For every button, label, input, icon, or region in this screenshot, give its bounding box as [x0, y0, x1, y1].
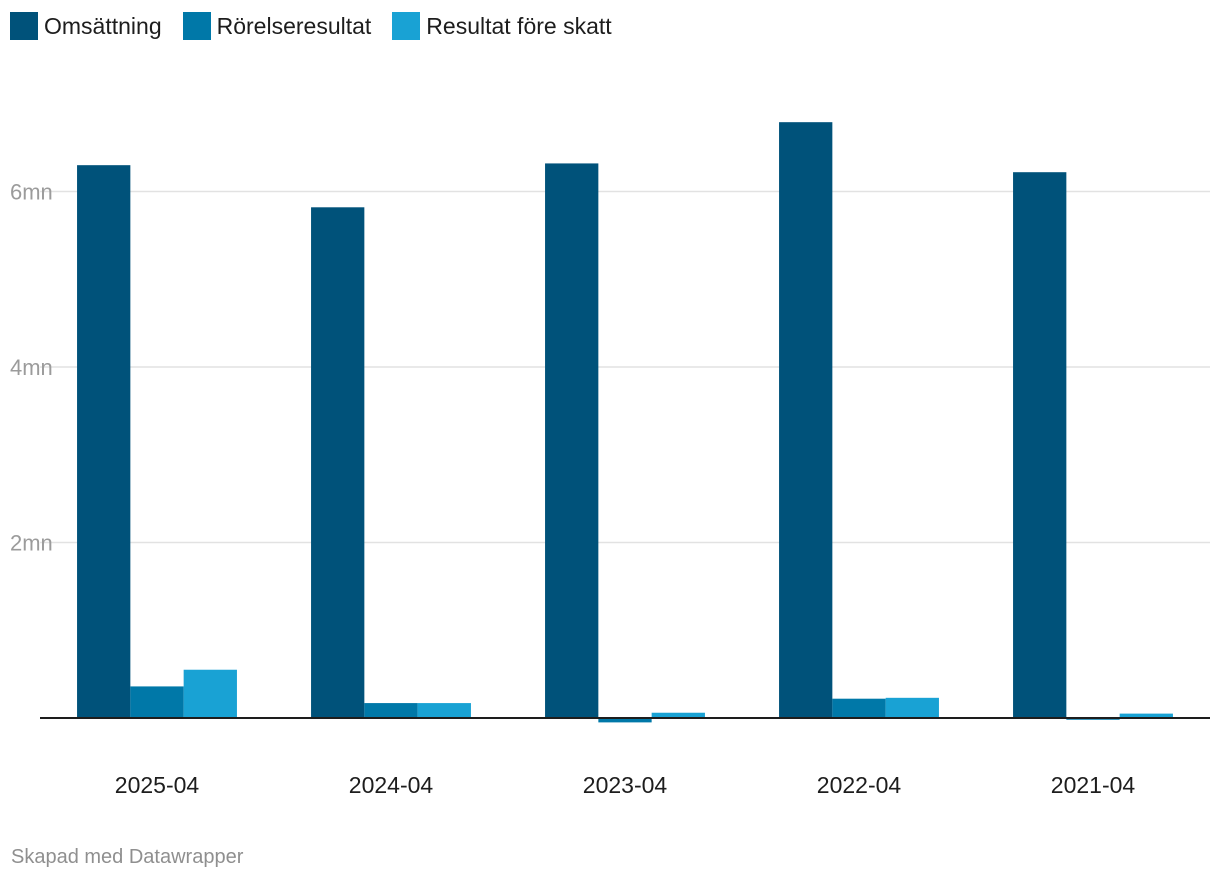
- bar: [545, 163, 599, 719]
- bar: [885, 697, 939, 718]
- bar: [364, 703, 418, 718]
- bar: [311, 207, 365, 719]
- legend-item-omsattning: Omsättning: [10, 12, 162, 40]
- bar: [832, 698, 886, 718]
- x-tick-label: 2022-04: [817, 772, 902, 798]
- y-tick-label: 2mn: [10, 531, 53, 556]
- legend-item-rorelseresultat: Rörelseresultat: [182, 12, 372, 40]
- x-tick-label: 2023-04: [583, 772, 668, 798]
- bar: [130, 686, 184, 718]
- x-tick-label: 2025-04: [115, 772, 200, 798]
- bar: [183, 669, 237, 718]
- chart-legend: Omsättning Rörelseresultat Resultat före…: [10, 12, 633, 40]
- legend-swatch: [182, 12, 211, 40]
- legend-swatch: [392, 12, 421, 40]
- bar: [779, 122, 833, 719]
- bar: [651, 712, 705, 718]
- bar: [598, 718, 652, 723]
- legend-item-resultat-fore-skatt: Resultat före skatt: [392, 12, 612, 40]
- bar: [1013, 172, 1067, 718]
- legend-label: Rörelseresultat: [216, 12, 372, 39]
- x-tick-label: 2021-04: [1051, 772, 1136, 798]
- x-tick-label: 2024-04: [349, 772, 434, 798]
- legend-swatch: [10, 12, 38, 40]
- bar: [1119, 713, 1173, 718]
- y-tick-label: 6mn: [10, 180, 53, 205]
- legend-label: Resultat före skatt: [426, 12, 612, 39]
- bar: [77, 165, 131, 719]
- legend-label: Omsättning: [44, 12, 162, 39]
- y-tick-label: 4mn: [10, 355, 53, 380]
- credit-text: Skapad med Datawrapper: [11, 846, 244, 868]
- bar: [417, 703, 471, 718]
